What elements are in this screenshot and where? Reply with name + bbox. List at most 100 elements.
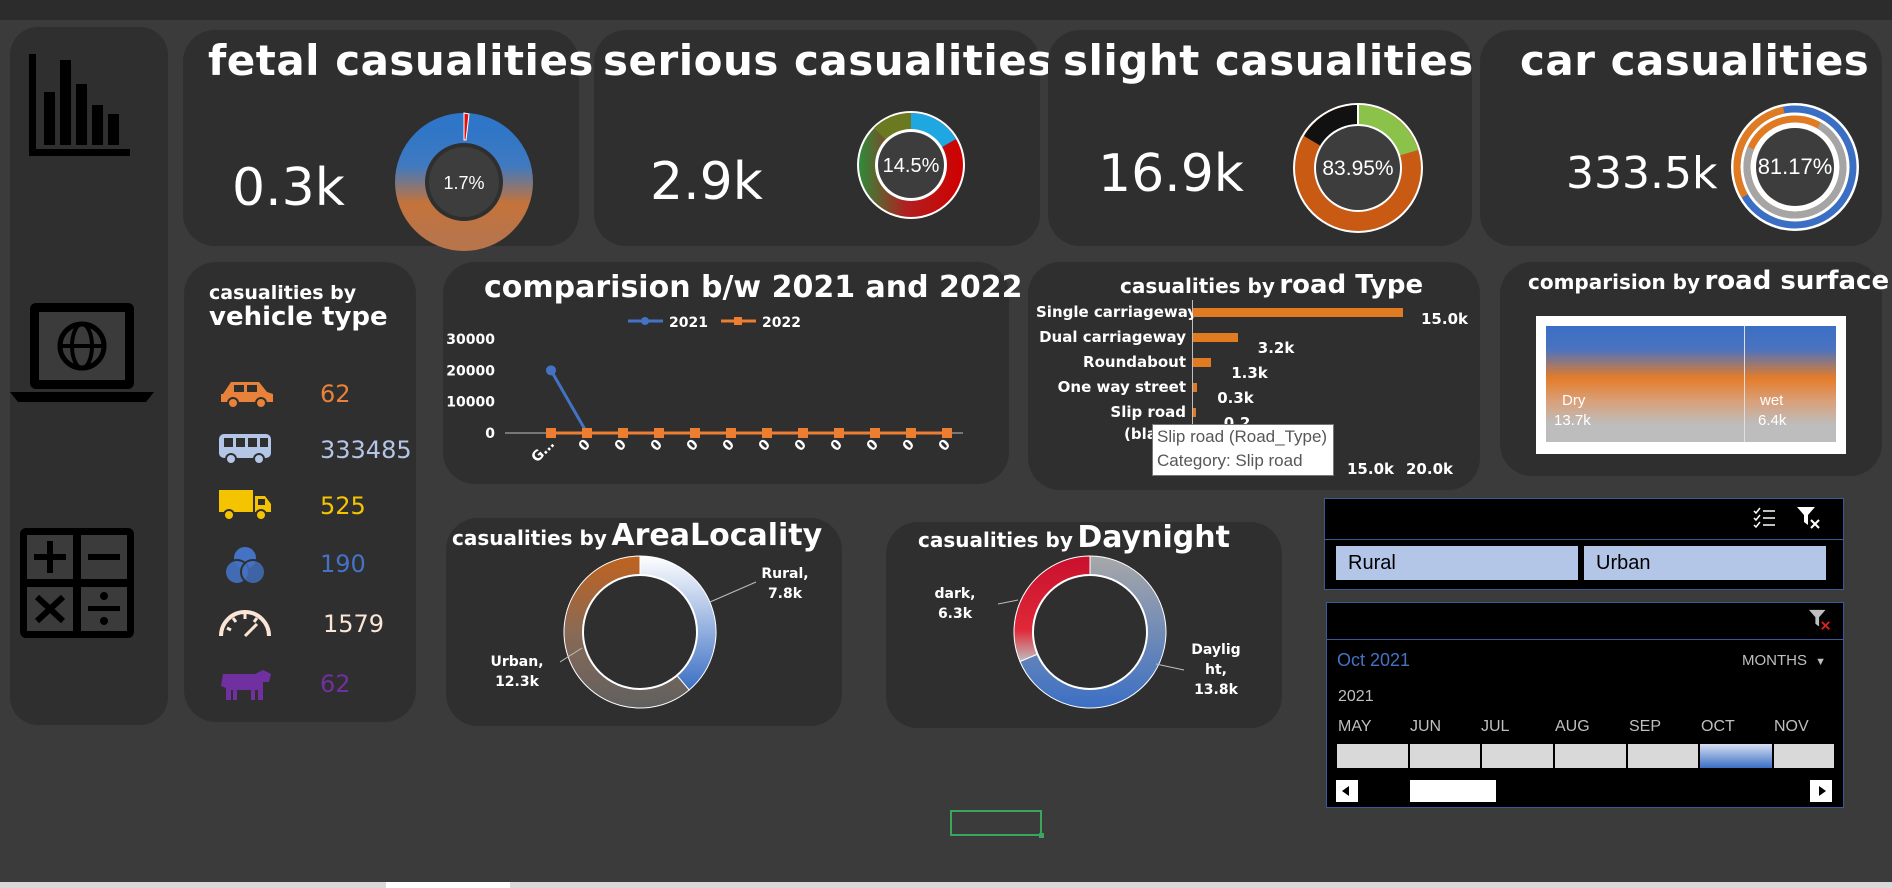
sheet-tab-strip xyxy=(0,882,1892,888)
point-2022 xyxy=(690,428,700,438)
surface-dry-label: Dry xyxy=(1562,392,1586,409)
timeline-cell-jul[interactable] xyxy=(1482,744,1553,768)
calculator-icon[interactable] xyxy=(20,528,134,638)
kpi-fetal-pct: 1.7% xyxy=(443,173,484,193)
slicer-item-urban[interactable]: Urban xyxy=(1584,546,1826,580)
timeline-month-sep: SEP xyxy=(1629,718,1662,735)
timeline-clear-filter-icon[interactable] xyxy=(1808,608,1832,632)
road-surface-title-small: comparision by xyxy=(1528,270,1701,294)
venn-icon xyxy=(224,545,266,585)
point-2022 xyxy=(870,428,880,438)
daynight-title-small: casualities by xyxy=(918,528,1073,552)
road-type-data-label: 3.2k xyxy=(1257,339,1295,357)
timeline-cell-may[interactable] xyxy=(1337,744,1408,768)
timeline-cell-jun[interactable] xyxy=(1410,744,1480,768)
road-type-bar[interactable] xyxy=(1193,308,1403,317)
x-tick-label: 0 xyxy=(900,436,918,454)
vehicle-row-speed: 1579 xyxy=(215,604,415,644)
area-locality-title: casualities by AreaLocality xyxy=(452,518,822,553)
road-type-bar[interactable] xyxy=(1193,408,1196,417)
x-tick-label: 0 xyxy=(576,436,594,454)
top-strip xyxy=(0,0,1892,20)
x-tick-label: 0 xyxy=(936,436,954,454)
x-tick-label: 0 xyxy=(756,436,774,454)
timeline-scroll-left-button[interactable] xyxy=(1336,780,1358,802)
timeline-level-dropdown[interactable]: MONTHS ▼ xyxy=(1742,652,1826,669)
road-type-category-label: Slip road xyxy=(1110,403,1186,421)
comparison-title: comparision b/w 2021 and 2022 xyxy=(484,270,1023,305)
road-type-bar[interactable] xyxy=(1193,383,1198,392)
timeline-scroll-right-button[interactable] xyxy=(1810,780,1832,802)
tooltip-line1: Slip road (Road_Type) xyxy=(1157,427,1328,446)
road-type-data-label: 15.0k xyxy=(1421,310,1468,328)
point-2022 xyxy=(726,428,736,438)
daynight-donut xyxy=(1013,555,1167,709)
daynight-dark-label: dark, 6.3k xyxy=(934,586,976,622)
surface-wet-value: 6.4k xyxy=(1758,412,1787,429)
slicer-item-rural[interactable]: Rural xyxy=(1336,546,1578,580)
selected-cell[interactable] xyxy=(950,810,1042,836)
x-tick-label: 0 xyxy=(828,436,846,454)
x-tick-label: 0 xyxy=(648,436,666,454)
road-surface-divider xyxy=(1744,326,1745,442)
laptop-globe-icon[interactable] xyxy=(10,300,154,404)
x-tick-label: 0 xyxy=(612,436,630,454)
point-2022 xyxy=(546,428,556,438)
timeline-month-aug: AUG xyxy=(1555,718,1590,735)
legend-2021: 2021 xyxy=(669,315,708,331)
surface-wet-label: wet xyxy=(1760,392,1784,409)
timeline-cell-sep[interactable] xyxy=(1628,744,1698,768)
kpi-slight-donut: 83.95% xyxy=(1293,103,1423,233)
sheet-tab-active[interactable] xyxy=(386,882,510,888)
road-surface-title: comparision by road surface xyxy=(1528,266,1889,296)
bus-icon xyxy=(219,434,271,465)
bar-chart-icon[interactable] xyxy=(26,52,132,158)
timeline-scroll-thumb[interactable] xyxy=(1410,780,1496,802)
comparison-card xyxy=(443,262,1009,484)
daynight-leader-lines xyxy=(997,599,1185,671)
x-tick-label: 0 xyxy=(792,436,810,454)
multi-select-icon[interactable] xyxy=(1752,506,1776,528)
road-type-bar[interactable] xyxy=(1193,333,1238,342)
triangle-left-icon xyxy=(1342,786,1349,796)
area-rural-label: Rural, 7.8k xyxy=(761,566,809,602)
vehicle-type-title-big: vehicle type xyxy=(209,302,388,332)
road-type-axis xyxy=(1192,300,1193,450)
series-line-2021 xyxy=(549,369,589,434)
kpi-fetal-donut: 1.7% xyxy=(395,112,533,251)
vehicle-value-cow: 62 xyxy=(320,670,351,698)
kpi-fetal-value: 0.3k xyxy=(232,158,345,218)
truck-icon xyxy=(219,490,271,521)
timeline-cell-nov[interactable] xyxy=(1774,744,1834,768)
timeline-level-label: MONTHS xyxy=(1742,652,1807,669)
kpi-serious-pct: 14.5% xyxy=(883,155,940,177)
area-locality-title-small: casualities by xyxy=(452,526,607,550)
point-2022 xyxy=(582,428,592,438)
vehicle-row-car: 62 xyxy=(215,374,415,414)
timeline-cell-aug[interactable] xyxy=(1555,744,1626,768)
timeline-month-jul: JUL xyxy=(1481,718,1510,735)
clear-filter-icon[interactable] xyxy=(1796,506,1822,530)
timeline-cell-oct[interactable] xyxy=(1700,744,1772,768)
y-tick-label: 30000 xyxy=(446,332,495,348)
kpi-car-title: car casualities xyxy=(1520,36,1870,85)
y-tick-label: 10000 xyxy=(446,395,495,411)
road-surface-chart: Dry 13.7k wet 6.4k xyxy=(1536,316,1846,454)
kpi-serious-title: serious casualities xyxy=(603,36,1053,85)
kpi-slight-value: 16.9k xyxy=(1098,144,1244,204)
road-type-title-small: casualities by xyxy=(1120,274,1275,298)
road-type-bar[interactable] xyxy=(1193,358,1212,367)
kpi-car-value: 333.5k xyxy=(1566,148,1718,199)
chevron-down-icon: ▼ xyxy=(1815,656,1827,668)
kpi-fetal-title: fetal casualities xyxy=(208,36,594,85)
vehicle-row-truck: 525 xyxy=(215,486,415,526)
kpi-serious-value: 2.9k xyxy=(650,152,763,212)
road-type-category-label: Roundabout xyxy=(1083,353,1186,371)
point-2021 xyxy=(546,365,556,376)
daynight-title-big: Daynight xyxy=(1077,520,1230,555)
x-tick-label: 0 xyxy=(864,436,882,454)
timeline-month-nov: NOV xyxy=(1774,718,1809,735)
daynight-title: casualities by Daynight xyxy=(918,520,1230,555)
selected-cell-handle[interactable] xyxy=(1039,833,1044,838)
